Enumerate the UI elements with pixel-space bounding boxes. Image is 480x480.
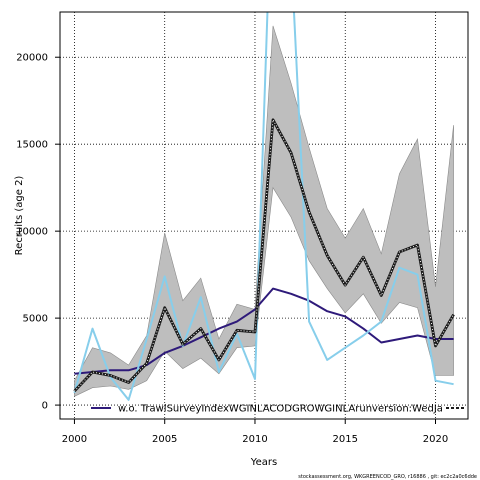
x-tick-label-2005: 2005 (152, 434, 177, 445)
series-line-run2 (73, 12, 454, 401)
x-tick-label-2000: 2000 (62, 434, 87, 445)
x-tick-label-2015: 2015 (333, 434, 358, 445)
legend: w.o. TrawlSurveyIndexWGINLACODGROWGINLAr… (91, 404, 466, 415)
y-tick-label-5000: 5000 (23, 314, 48, 325)
legend-label-run1: w.o. TrawlSurveyIndexWGINLACODGROWGINLAr… (118, 404, 443, 415)
y-tick-label-15000: 15000 (16, 140, 48, 151)
footer-note: stockassessment.org, WKGREENCOD_GRO, r16… (298, 474, 477, 480)
y-tick-label-0: 0 (42, 401, 48, 412)
y-tick-label-10000: 10000 (16, 227, 48, 238)
y-tick-label-20000: 20000 (16, 53, 48, 64)
x-axis-title: Years (250, 457, 277, 468)
series-line-estimate-dots (74, 119, 455, 392)
series-layer (73, 12, 455, 401)
axes: 2000 2005 2010 2015 2020 0 5000 10000 15000 20000 (16, 53, 448, 445)
plot-frame (59, 11, 469, 420)
y-axis-title: Recruits (age 2) (14, 176, 25, 256)
x-tick-label-2010: 2010 (242, 434, 267, 445)
x-tick-label-2020: 2020 (423, 434, 448, 445)
